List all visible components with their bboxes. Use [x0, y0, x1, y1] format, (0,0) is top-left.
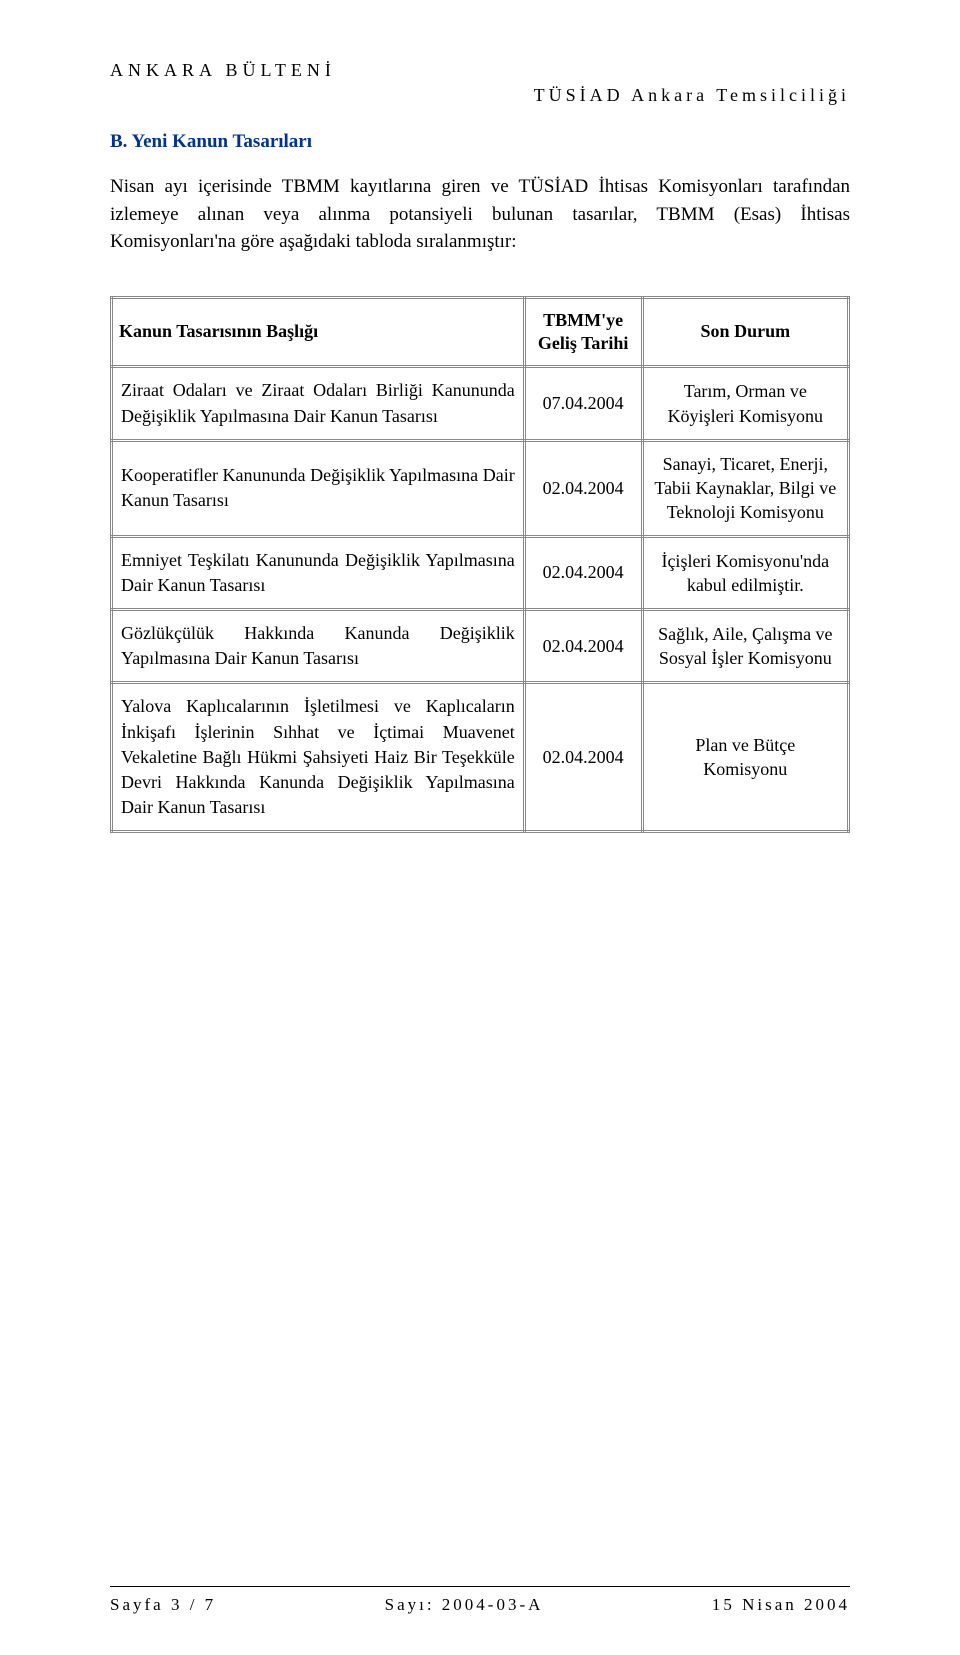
- page-container: ANKARA BÜLTENİ TÜSİAD Ankara Temsilciliğ…: [0, 0, 960, 1655]
- col-header-date: TBMM'ye Geliş Tarihi: [524, 297, 642, 367]
- footer-issue: Sayı: 2004-03-A: [385, 1595, 544, 1615]
- page-footer: Sayfa 3 / 7 Sayı: 2004-03-A 15 Nisan 200…: [110, 1586, 850, 1615]
- cell-title: Yalova Kaplıcalarının İşletilmesi ve Kap…: [112, 683, 525, 832]
- cell-date: 07.04.2004: [524, 367, 642, 440]
- cell-date: 02.04.2004: [524, 610, 642, 683]
- footer-page: Sayfa 3 / 7: [110, 1595, 216, 1615]
- cell-title: Emniyet Teşkilatı Kanununda Değişiklik Y…: [112, 536, 525, 609]
- cell-status: Tarım, Orman ve Köyişleri Komisyonu: [642, 367, 848, 440]
- table-row: Ziraat Odaları ve Ziraat Odaları Birliği…: [112, 367, 849, 440]
- table-row: Gözlükçülük Hakkında Kanunda Değişiklik …: [112, 610, 849, 683]
- law-table: Kanun Tasarısının Başlığı TBMM'ye Geliş …: [110, 296, 850, 834]
- cell-status: Sanayi, Ticaret, Enerji, Tabii Kaynaklar…: [642, 440, 848, 536]
- col-header-status: Son Durum: [642, 297, 848, 367]
- cell-title: Gözlükçülük Hakkında Kanunda Değişiklik …: [112, 610, 525, 683]
- cell-status: Sağlık, Aile, Çalışma ve Sosyal İşler Ko…: [642, 610, 848, 683]
- cell-title: Ziraat Odaları ve Ziraat Odaları Birliği…: [112, 367, 525, 440]
- table-row: Emniyet Teşkilatı Kanununda Değişiklik Y…: [112, 536, 849, 609]
- page-header: ANKARA BÜLTENİ TÜSİAD Ankara Temsilciliğ…: [110, 60, 850, 106]
- footer-date: 15 Nisan 2004: [712, 1595, 850, 1615]
- cell-status: İçişleri Komisyonu'nda kabul edilmiştir.: [642, 536, 848, 609]
- col-header-title: Kanun Tasarısının Başlığı: [112, 297, 525, 367]
- section-intro: Nisan ayı içerisinde TBMM kayıtlarına gi…: [110, 173, 850, 256]
- header-left: ANKARA BÜLTENİ: [110, 60, 850, 81]
- footer-row: Sayfa 3 / 7 Sayı: 2004-03-A 15 Nisan 200…: [110, 1595, 850, 1615]
- table-header-row: Kanun Tasarısının Başlığı TBMM'ye Geliş …: [112, 297, 849, 367]
- cell-date: 02.04.2004: [524, 683, 642, 832]
- table-row: Kooperatifler Kanununda Değişiklik Yapıl…: [112, 440, 849, 536]
- table-row: Yalova Kaplıcalarının İşletilmesi ve Kap…: [112, 683, 849, 832]
- header-right: TÜSİAD Ankara Temsilciliği: [110, 85, 850, 106]
- cell-status: Plan ve Bütçe Komisyonu: [642, 683, 848, 832]
- cell-date: 02.04.2004: [524, 440, 642, 536]
- cell-title: Kooperatifler Kanununda Değişiklik Yapıl…: [112, 440, 525, 536]
- cell-date: 02.04.2004: [524, 536, 642, 609]
- section-title: B. Yeni Kanun Tasarıları: [110, 131, 850, 153]
